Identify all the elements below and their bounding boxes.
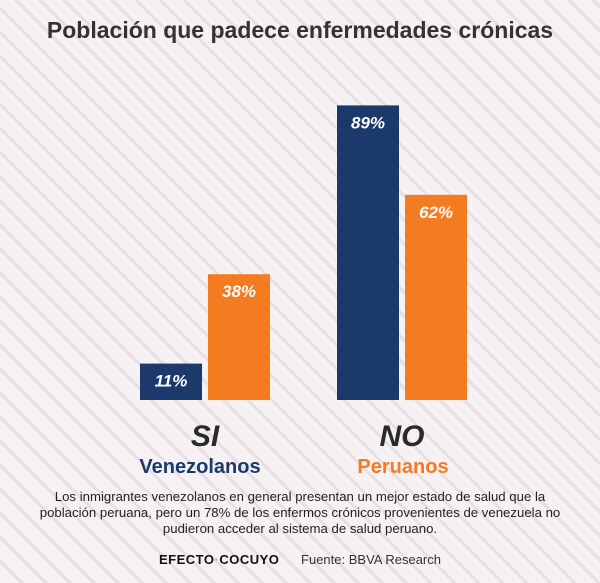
source-text: Fuente: BBVA Research — [301, 552, 441, 567]
bar-peruanos-si — [208, 274, 270, 400]
category-label-si: SI — [191, 420, 220, 453]
chart-title: Población que padece enfermedades crónic… — [46, 17, 554, 43]
data-label-venezolanos-si: 11% — [155, 372, 188, 391]
legend-peruanos: Peruanos — [357, 456, 449, 478]
category-label-no: NO — [380, 420, 425, 453]
data-label-peruanos-si: 38% — [222, 282, 256, 301]
logo-right-text: COCUYO — [219, 552, 280, 567]
logo-left-text: EFECTO — [159, 552, 215, 567]
caption-text: Los inmigrantes venezolanos en general p… — [39, 489, 561, 536]
footer: EFECTO·COCUYO Fuente: BBVA Research — [0, 552, 600, 567]
bar-peruanos-no — [405, 194, 467, 400]
bar-venezolanos-no — [337, 105, 399, 400]
legend-venezolanos: Venezolanos — [139, 456, 261, 478]
logo-dot: · — [214, 552, 220, 567]
bar-venezolanos-si — [140, 363, 202, 400]
bar-chart: 11% 38% SI 89% 62% NO — [140, 105, 467, 453]
data-label-peruanos-no: 62% — [419, 203, 453, 222]
efecto-cocuyo-logo: EFECTO·COCUYO — [159, 552, 279, 567]
data-label-venezolanos-no: 89% — [351, 113, 385, 132]
